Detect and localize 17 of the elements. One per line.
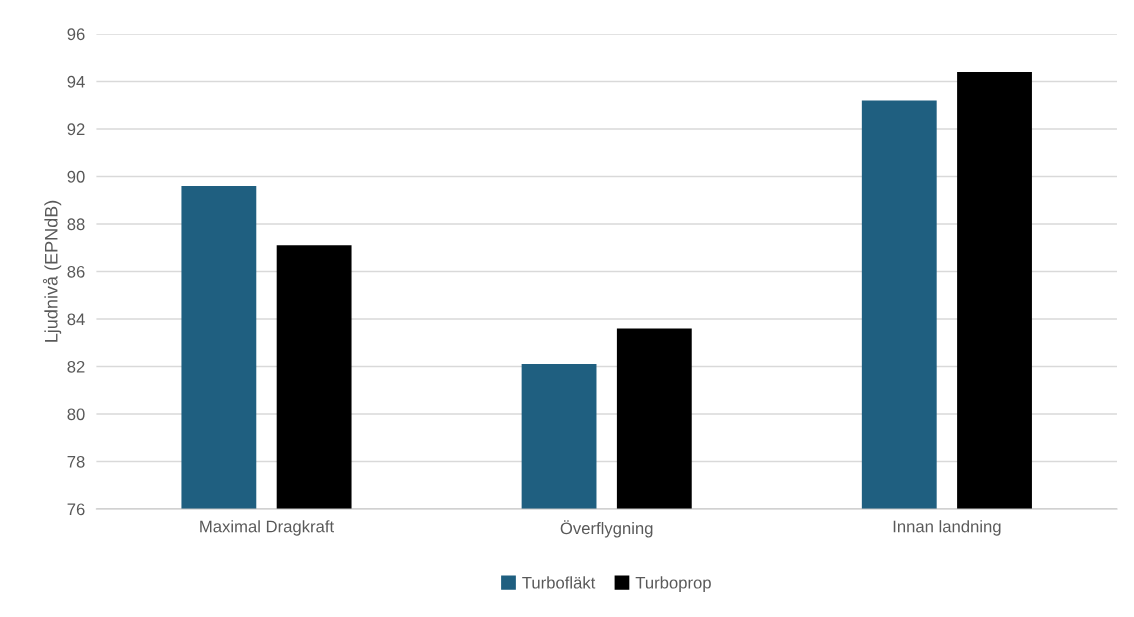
y-tick-label: 94 (67, 75, 85, 88)
legend-label: Turboprop (635, 576, 711, 592)
y-tick-label: 92 (67, 123, 85, 136)
y-tick-label: 96 (67, 28, 85, 41)
y-tick-label: 76 (67, 503, 85, 516)
y-tick-label: 82 (67, 360, 85, 373)
x-tick-label: Innan landning (893, 520, 1001, 536)
legend-label: Turbofläkt (522, 576, 596, 589)
x-tick-label: Överflygning (560, 520, 653, 538)
y-tick-label: 84 (67, 313, 85, 326)
y-tick-label: 86 (67, 265, 85, 278)
y-tick-label: 78 (67, 455, 85, 468)
x-tick-label: Maximal Dragkraft (200, 520, 334, 536)
y-tick-label: 80 (67, 408, 85, 421)
y-tick-label: 88 (67, 218, 85, 231)
y-tick-label: 90 (67, 170, 85, 183)
y-axis-title: Ljudnivå (EPNdB) (42, 200, 62, 342)
